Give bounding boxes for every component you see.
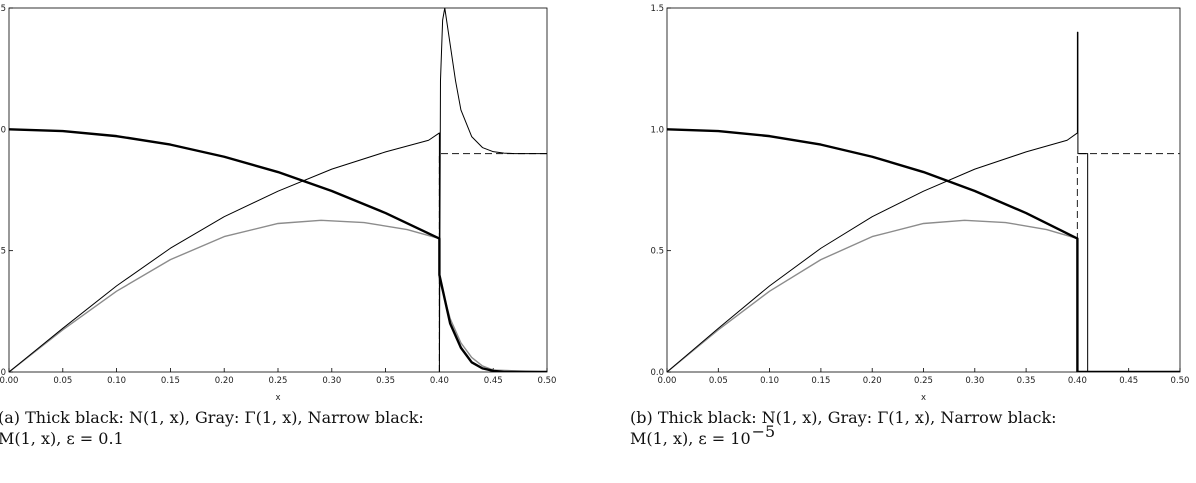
x-tick-label: 0.30 (965, 376, 984, 386)
y-tick-label: 0.0 (650, 368, 664, 378)
series-line-n (667, 128, 1180, 372)
x-tick-label: 0.10 (760, 376, 779, 386)
x-tick-label: 0.25 (269, 376, 288, 386)
series-line-m-dashed (1076, 153, 1180, 372)
x-tick-label: 0.40 (430, 376, 449, 386)
x-tick-label: 0.35 (376, 376, 395, 386)
caption-line-2: M(1, x), ε = 0.1 (0, 429, 124, 448)
x-tick-label: 0.20 (215, 376, 234, 386)
series-line-m-dashed (438, 153, 547, 372)
series-line-gamma (9, 219, 547, 372)
y-tick-label: 1.0 (0, 125, 6, 135)
x-tick-label: 0.05 (709, 376, 728, 386)
x-tick-label: 0.10 (107, 376, 126, 386)
x-tick-label: 0.15 (161, 376, 180, 386)
caption-line-1: (b) Thick black: N(1, x), Gray: Γ(1, x),… (630, 408, 1057, 427)
x-tick-label: 0.25 (914, 376, 933, 386)
plot-area (666, 7, 1181, 373)
x-tick-label: 0.45 (1119, 376, 1138, 386)
x-tick-label: 0.00 (0, 376, 18, 386)
x-axis-label: x (275, 393, 280, 403)
series-line-n (9, 128, 547, 372)
y-tick-label: 1.0 (650, 125, 664, 135)
y-tick-label: 0.5 (650, 247, 664, 257)
x-tick-label: 0.00 (658, 376, 677, 386)
y-tick-label: 0.5 (0, 247, 6, 257)
y-tick-label: 1.5 (650, 4, 664, 14)
x-tick-label: 0.20 (863, 376, 882, 386)
series-line-m (9, 8, 547, 372)
caption-line-1: (a) Thick black: N(1, x), Gray: Γ(1, x),… (0, 408, 424, 427)
x-tick-label: 0.50 (1171, 376, 1190, 386)
caption-exponent: −5 (752, 422, 776, 441)
series-line-m (667, 31, 1180, 372)
y-tick-label: 1.5 (0, 4, 6, 14)
caption-line-2: M(1, x), ε = 10 (630, 429, 751, 448)
chart-panel-a: 0.00 0.05 0.10 0.15 0.20 0.25 0.30 0.35 0.40 0.45… (0, 4, 556, 448)
x-tick-label: 0.45 (484, 376, 503, 386)
x-tick-label: 0.05 (53, 376, 72, 386)
series-line-gamma (667, 219, 1180, 372)
x-axis-label: x (921, 393, 926, 403)
x-tick-label: 0.30 (322, 376, 341, 386)
plot-area (8, 7, 548, 373)
x-tick-label: 0.40 (1068, 376, 1087, 386)
x-tick-label: 0.50 (538, 376, 557, 386)
y-tick-label: 0.0 (0, 368, 6, 378)
x-tick-label: 0.35 (1017, 376, 1036, 386)
chart-panel-b: 0.00 0.05 0.10 0.15 0.20 0.25 0.30 0.35 0.40 0.45… (630, 4, 1189, 448)
x-tick-label: 0.15 (811, 376, 830, 386)
